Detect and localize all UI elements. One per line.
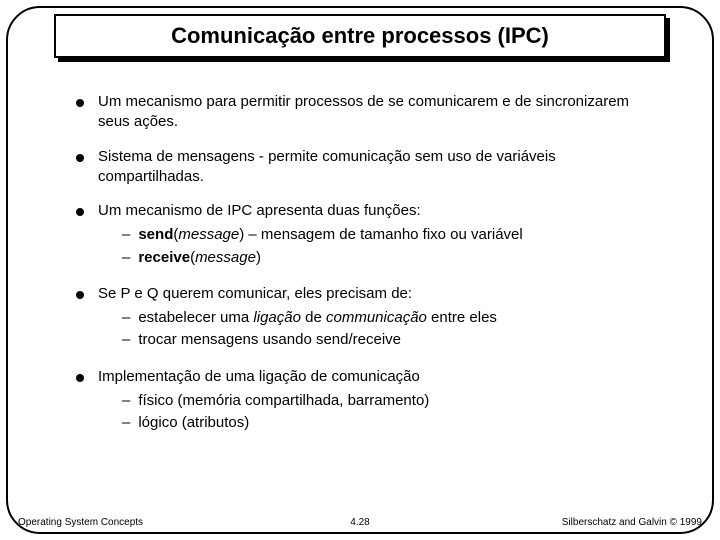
sub-item: –estabelecer uma ligação de communicação… [122,308,656,328]
bullet-item: Implementação de uma ligação de comunica… [76,367,656,436]
footer: Operating System Concepts 4.28 Silbersch… [18,517,702,528]
bullet-dot-icon [76,291,84,299]
bullet-dot-icon [76,208,84,216]
sub-item: –trocar mensagens usando send/receive [122,330,656,350]
bullet-dot-icon [76,374,84,382]
sub-text: send(message) – mensagem de tamanho fixo… [138,225,522,245]
sub-text: estabelecer uma ligação de communicação … [138,308,497,328]
bullet-dot-icon [76,154,84,162]
footer-center: 4.28 [350,517,369,528]
slide-title: Comunicação entre processos (IPC) [171,23,549,49]
dash-icon: – [122,308,130,328]
footer-right: Silberschatz and Galvin © 1999 [562,517,702,528]
title-box: Comunicação entre processos (IPC) [54,14,666,58]
sub-list: –estabelecer uma ligação de communicação… [122,308,656,351]
sub-item: –lógico (atributos) [122,413,656,433]
bullet-text: Um mecanismo de IPC apresenta duas funçõ… [98,201,656,221]
sub-item: –receive(message) [122,248,656,268]
bullet-text: Se P e Q querem comunicar, eles precisam… [98,284,656,304]
dash-icon: – [122,330,130,350]
bullet-dot-icon [76,99,84,107]
sub-list: –físico (memória compartilhada, barramen… [122,391,656,434]
dash-icon: – [122,225,130,245]
bullet-item: Se P e Q querem comunicar, eles precisam… [76,284,656,353]
dash-icon: – [122,248,130,268]
dash-icon: – [122,391,130,411]
sub-text: trocar mensagens usando send/receive [138,330,401,350]
content-area: Um mecanismo para permitir processos de … [76,92,656,449]
footer-left: Operating System Concepts [18,517,143,528]
sub-item: –físico (memória compartilhada, barramen… [122,391,656,411]
bullet-text: Um mecanismo para permitir processos de … [98,92,656,133]
bullet-item: Um mecanismo de IPC apresenta duas funçõ… [76,201,656,270]
sub-text: receive(message) [138,248,261,268]
bullet-item: Sistema de mensagens - permite comunicaç… [76,147,656,188]
bullet-text: Implementação de uma ligação de comunica… [98,367,656,387]
sub-item: –send(message) – mensagem de tamanho fix… [122,225,656,245]
bullet-item: Um mecanismo para permitir processos de … [76,92,656,133]
sub-text: físico (memória compartilhada, barrament… [138,391,429,411]
bullet-text: Sistema de mensagens - permite comunicaç… [98,147,656,188]
sub-text: lógico (atributos) [138,413,249,433]
sub-list: –send(message) – mensagem de tamanho fix… [122,225,656,268]
dash-icon: – [122,413,130,433]
